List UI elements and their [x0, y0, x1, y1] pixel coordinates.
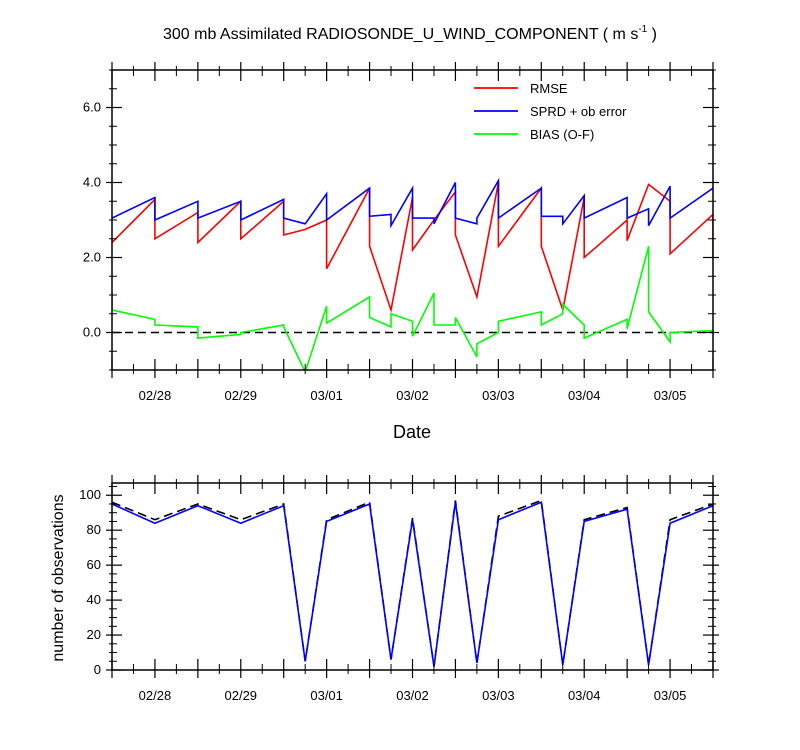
- bottom-y-tick-label: 60: [87, 557, 101, 572]
- bottom-x-tick-label: 03/03: [482, 688, 515, 703]
- legend-label: SPRD + ob error: [530, 104, 627, 119]
- chart-title-superscript: -1: [638, 24, 647, 35]
- chart-title-main: 300 mb Assimilated RADIOSONDE_U_WIND_COM…: [163, 26, 638, 43]
- top-y-tick-label: 2.0: [83, 250, 101, 265]
- bottom-plot: 0 20 40 60 80 100 02/28 02/29 03/01 03/02 03/03 03/…: [79, 475, 719, 703]
- top-x-tick-label: 03/01: [310, 388, 343, 403]
- bottom-y-tick-label: 40: [87, 592, 101, 607]
- top-x-tick-label: 03/02: [396, 388, 429, 403]
- top-x-tick-label: 03/03: [482, 388, 515, 403]
- chart-title: 300 mb Assimilated RADIOSONDE_U_WIND_COM…: [163, 24, 657, 43]
- bottom-y-tick-label: 0: [94, 662, 101, 677]
- bottom-y-axis-title: number of observations: [50, 494, 67, 661]
- bottom-x-tick-label: 03/05: [654, 688, 687, 703]
- bottom-x-tick-label: 03/02: [396, 688, 429, 703]
- top-x-tick-label: 03/04: [568, 388, 601, 403]
- bottom-y-tick-label: 100: [79, 487, 101, 502]
- legend: RMSE SPRD + ob error BIAS (O-F): [474, 81, 627, 142]
- bottom-x-tick-label: 03/04: [568, 688, 601, 703]
- top-series-line-sprd-ob-error: [112, 177, 713, 229]
- bottom-x-tick-label: 02/28: [139, 688, 172, 703]
- top-plot: 0.0 2.0 4.0 6.0 02/28 02/29 03/01 03/02 03/03 03/…: [83, 62, 719, 403]
- chart-title-end: ): [647, 26, 657, 43]
- bottom-series-group: [112, 499, 713, 667]
- bottom-x-tick-label: 03/01: [310, 688, 343, 703]
- top-series-line-rmse: [112, 182, 713, 314]
- top-x-tick-label: 02/29: [225, 388, 258, 403]
- bottom-series-line-series-1: [112, 499, 713, 667]
- bottom-x-tick-label: 02/29: [225, 688, 258, 703]
- top-y-tick-label: 0.0: [83, 325, 101, 340]
- legend-label: BIAS (O-F): [530, 127, 594, 142]
- top-y-tick-label: 6.0: [83, 100, 101, 115]
- bottom-y-tick-label: 20: [87, 627, 101, 642]
- bottom-series-line-series-2: [112, 501, 713, 667]
- top-x-tick-label: 03/05: [654, 388, 687, 403]
- top-x-tick-label: 02/28: [139, 388, 172, 403]
- top-x-axis-title: Date: [393, 422, 431, 442]
- top-series-group: [112, 177, 713, 370]
- top-series-line-bias-o-f: [112, 246, 713, 370]
- bottom-y-tick-label: 80: [87, 522, 101, 537]
- legend-label: RMSE: [530, 81, 568, 96]
- top-y-tick-label: 4.0: [83, 175, 101, 190]
